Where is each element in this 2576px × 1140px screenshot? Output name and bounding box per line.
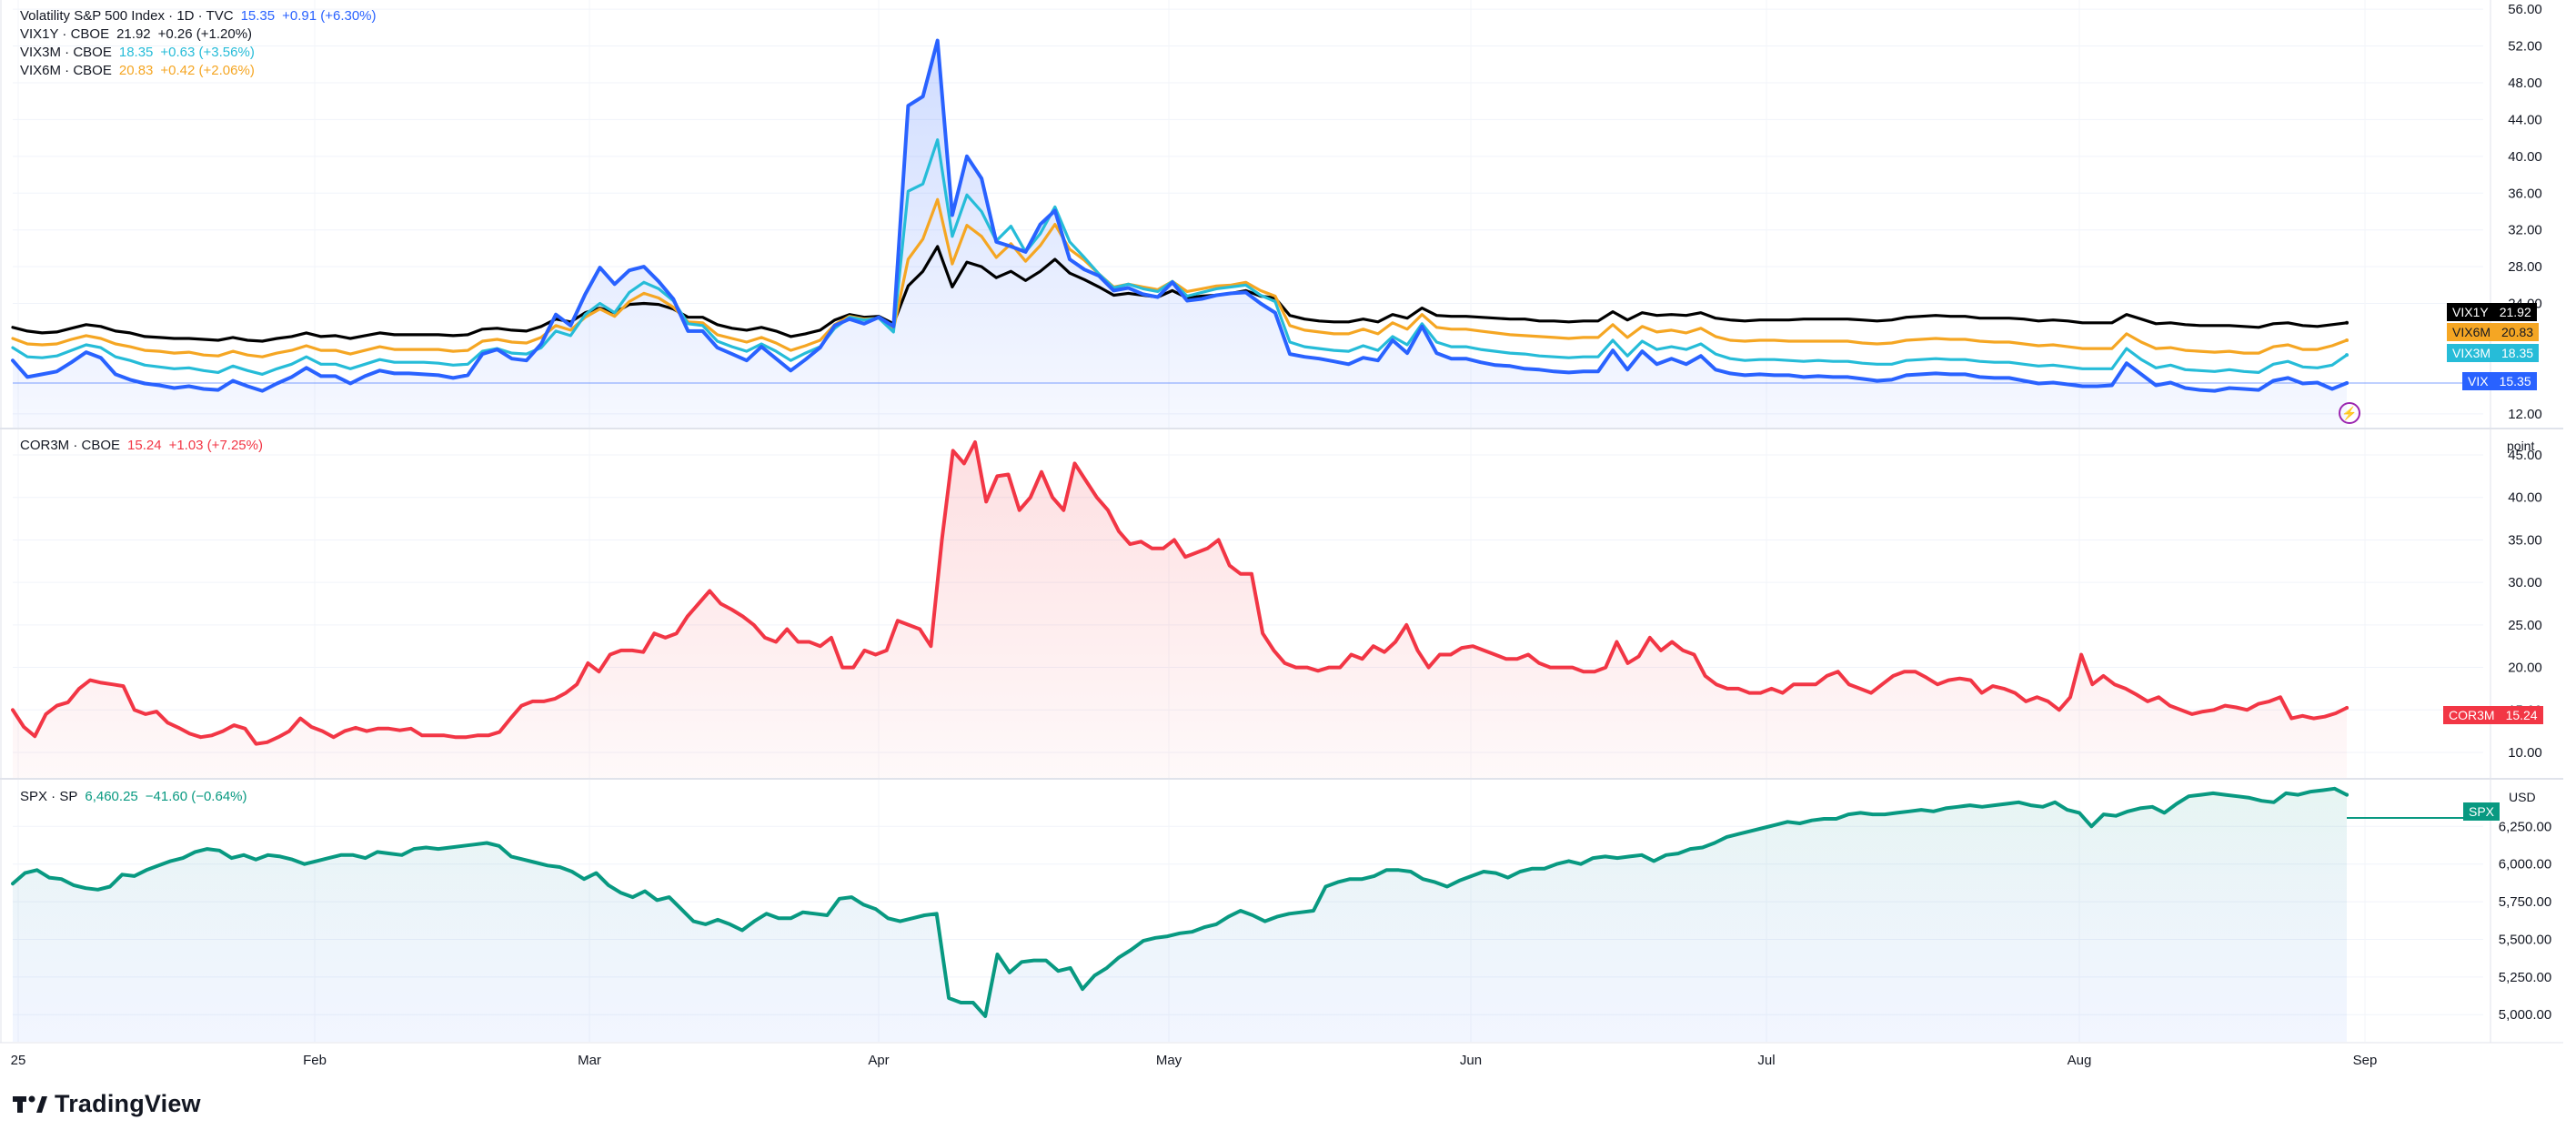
tag-spx-label: SPX [2469,804,2495,819]
legend-change-spx: −41.60 (−0.64%) [145,789,247,804]
tag-vix1y-value: 21.92 [2499,305,2531,319]
line-cor3m [11,440,2349,746]
tag-vix6m-label: VIX6M [2452,325,2491,339]
y-tick-label: 5,000.00 [2499,1007,2551,1023]
y-tick-label: 48.00 [2508,76,2542,91]
legend-symbol-vix3m: VIX3M · CBOE [20,45,112,60]
y-tick-label: 10.00 [2508,745,2542,761]
tag-vix6m-value: 20.83 [2501,325,2534,339]
line-spx [11,786,2349,1018]
series-lines [11,38,2483,1018]
tag-vix1y: VIX1Y 21.92 [2447,303,2537,321]
last-point-vix3m [2345,353,2349,358]
y-tick-label: 52.00 [2508,39,2542,55]
tag-cor3m: COR3M 15.24 [2443,706,2543,724]
legend-symbol-vix6m: VIX6M · CBOE [20,63,112,78]
y-tick-label: 12.00 [2508,407,2542,422]
legend-change-vix3m: +0.63 (+3.56%) [160,45,255,60]
tag-vix6m: VIX6M 20.83 [2447,323,2540,341]
y-tick-label: 40.00 [2508,490,2542,506]
x-tick-label: Jul [1757,1053,1775,1068]
legend-value-spx: 6,460.25 [85,789,138,804]
y-tick-label: 35.00 [2508,532,2542,548]
last-point-vix6m [2345,338,2349,342]
x-tick-label: Feb [303,1053,327,1068]
y-tick-label: 32.00 [2508,223,2542,238]
legend-value-cor3m: 15.24 [127,438,162,453]
y-tick-label: 30.00 [2508,575,2542,590]
y-tick-label: 36.00 [2508,186,2542,201]
y-tick-label: 6,000.00 [2499,857,2551,873]
tag-vix-label: VIX [2468,374,2489,388]
y-tick-label: 45.00 [2508,448,2542,463]
x-tick-label: May [1156,1053,1182,1068]
tag-vix: VIX 15.35 [2462,372,2537,390]
y-tick-label: 6,250.00 [2499,819,2551,834]
cor3m-unit-label[interactable]: point [2507,439,2535,453]
spx-pane-legend: SPX · SP 6,460.25 −41.60 (−0.64%) [20,788,255,806]
x-tick-label: Sep [2353,1053,2378,1068]
tag-vix3m: VIX3M 18.35 [2447,344,2540,362]
x-tick-label: 25 [11,1053,26,1068]
tag-cor3m-value: 15.24 [2505,708,2538,722]
tag-vix1y-label: VIX1Y [2452,305,2489,319]
last-point-spx [2345,792,2349,797]
y-tick-label: 5,250.00 [2499,970,2551,985]
legend-value-vix: 15.35 [240,8,276,24]
legend-value-vix1y: 21.92 [116,26,151,42]
area-fills [13,40,2347,1042]
legend-row-vix6m[interactable]: VIX6M · CBOE 20.83 +0.42 (+2.06%) [20,62,384,80]
x-tick-label: Apr [868,1053,889,1068]
legend-symbol-spx: SPX · SP [20,789,78,804]
pane-separators [0,0,2563,1044]
legend-value-vix3m: 18.35 [118,45,154,60]
tag-vix-value: 15.35 [2499,374,2531,388]
line-vix [11,38,2349,393]
y-tick-label: 28.00 [2508,259,2542,275]
y-tick-label: 5,500.00 [2499,932,2551,947]
legend-row-vix1y[interactable]: VIX1Y · CBOE 21.92 +0.26 (+1.20%) [20,25,384,44]
legend-change-cor3m: +1.03 (+7.25%) [168,438,263,453]
legend-change-vix1y: +0.26 (+1.20%) [157,26,253,42]
legend-value-vix6m: 20.83 [118,63,154,78]
x-tick-label: Aug [2068,1053,2092,1068]
legend-row-vix[interactable]: Volatility S&P 500 Index · 1D · TVC 15.35… [20,7,384,25]
legend-change-vix: +0.91 (+6.30%) [282,8,377,24]
y-tick-label: 25.00 [2508,618,2542,633]
legend-symbol-vix1y: VIX1Y · CBOE [20,26,110,42]
y-tick-label: 5,750.00 [2499,894,2551,910]
last-point-cor3m [2345,706,2349,711]
tradingview-brand[interactable]: TradingView [13,1090,201,1118]
x-tick-label: Mar [578,1053,601,1068]
y-tick-label: 40.00 [2508,149,2542,165]
tag-spx: SPX [2463,802,2501,821]
legend-symbol-cor3m: COR3M · CBOE [20,438,121,453]
vix-pane-legend: Volatility S&P 500 Index · 1D · TVC 15.35… [20,7,384,80]
y-tick-label: 44.00 [2508,112,2542,127]
area-vix [13,40,2347,428]
tag-cor3m-label: COR3M [2449,708,2495,722]
y-tick-label: 20.00 [2508,661,2542,676]
area-spx [13,788,2347,1042]
cor3m-pane-legend: COR3M · CBOE 15.24 +1.03 (+7.25%) [20,437,270,455]
alert-icon[interactable]: ⚡ [2339,402,2360,424]
legend-symbol-vix: Volatility S&P 500 Index · 1D · TVC [20,8,234,24]
legend-row-vix3m[interactable]: VIX3M · CBOE 18.35 +0.63 (+3.56%) [20,44,384,62]
tradingview-wordmark: TradingView [55,1090,201,1117]
legend-row-cor3m[interactable]: COR3M · CBOE 15.24 +1.03 (+7.25%) [20,437,270,455]
tag-vix3m-value: 18.35 [2501,346,2534,360]
tag-vix3m-label: VIX3M [2452,346,2491,360]
legend-change-vix6m: +0.42 (+2.06%) [160,63,255,78]
x-tick-label: Jun [1460,1053,1482,1068]
line-vix6m [11,197,2349,358]
legend-row-spx[interactable]: SPX · SP 6,460.25 −41.60 (−0.64%) [20,788,255,806]
area-cor3m [13,442,2347,778]
axes: 56.00 52.00 48.00 44.00 40.00 36.00 32.00 28.00… [11,2,2552,1068]
spx-currency-label[interactable]: USD [2509,790,2536,804]
y-tick-label: 56.00 [2508,2,2542,17]
tradingview-logo-icon [13,1095,47,1113]
last-point-vix1y [2345,320,2349,325]
